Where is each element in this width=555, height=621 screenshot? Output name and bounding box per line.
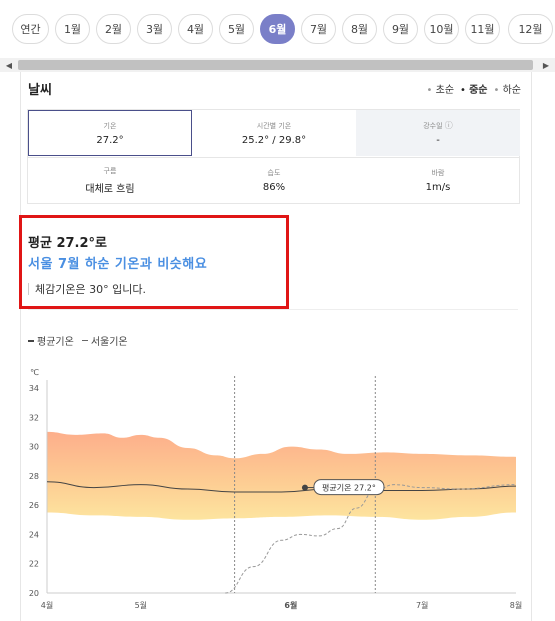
- y-tick-label: 32: [29, 413, 39, 422]
- stat-value: 27.2°: [96, 134, 124, 146]
- scroll-right-arrow-icon[interactable]: ▶: [542, 60, 550, 70]
- month-selector: 연간 1월 2월 3월 4월 5월 6월 7월 8월 9월 10월 11월 12월: [0, 0, 555, 58]
- period-option[interactable]: • 하순: [494, 81, 521, 96]
- month-chip[interactable]: 2월: [96, 14, 131, 44]
- stat-label: 구름: [103, 167, 117, 175]
- info-icon[interactable]: ⓘ: [444, 121, 453, 130]
- stat-label: 강수일 ⓘ: [423, 121, 453, 130]
- y-axis-unit: ℃: [30, 368, 39, 377]
- stat-cloud: 구름 대체로 흐림: [28, 157, 192, 203]
- legend-dashed-swatch: [81, 340, 88, 341]
- stat-rain-days: 강수일 ⓘ -: [356, 110, 520, 156]
- month-chip[interactable]: 10월: [424, 14, 459, 44]
- section-divider: [28, 309, 518, 310]
- weather-title: 날씨: [28, 83, 52, 98]
- stat-value: 25.2° / 29.8°: [241, 134, 307, 146]
- period-options: • 초순 • 중순 • 하순: [427, 81, 521, 96]
- temperature-range-band: [47, 431, 516, 520]
- period-option-label: 중순: [469, 85, 488, 96]
- scroll-thumb[interactable]: [18, 60, 533, 70]
- y-tick-label: 24: [29, 530, 39, 539]
- period-option-label: 초순: [435, 85, 455, 96]
- bullet-icon: •: [493, 85, 503, 96]
- x-tick-label: 7월: [416, 600, 428, 610]
- y-tick-label: 20: [29, 589, 39, 598]
- stat-label: 시간별 기온: [256, 121, 292, 130]
- month-chip[interactable]: 7월: [301, 14, 336, 44]
- stat-value: -: [436, 135, 440, 146]
- y-tick-label: 28: [29, 472, 39, 481]
- legend-seoul: 서울기온: [81, 333, 128, 348]
- stat-humidity: 습도 86%: [192, 157, 356, 203]
- bullet-icon: •: [426, 85, 436, 96]
- marker-label-box: [313, 479, 385, 496]
- month-chip[interactable]: 1월: [55, 14, 90, 44]
- average-temperature-text: 평균 27.2°로: [28, 236, 107, 251]
- x-tick-label: 6월: [284, 600, 297, 610]
- y-tick-label: 26: [29, 501, 39, 510]
- period-option[interactable]: • 초순: [427, 81, 454, 96]
- stat-wind: 바람 1m/s: [356, 157, 520, 203]
- stat-value: 1m/s: [425, 182, 451, 193]
- month-chip[interactable]: 6월: [260, 14, 295, 44]
- comparison-text: 서울 7월 하순 기온과 비슷해요: [28, 257, 208, 272]
- month-chip[interactable]: 5월: [219, 14, 254, 44]
- average-temperature-line: [46, 481, 517, 493]
- y-tick-label: 30: [29, 443, 39, 452]
- stat-label: 바람: [431, 169, 445, 177]
- month-chip[interactable]: 9월: [383, 14, 418, 44]
- month-chip[interactable]: 12월: [508, 14, 553, 44]
- month-chip[interactable]: 8월: [342, 14, 377, 44]
- x-tick-label: 8월: [510, 600, 522, 610]
- month-chip[interactable]: 3월: [137, 14, 172, 44]
- legend-solid-swatch: [28, 339, 34, 342]
- weather-stats-grid: 기온 27.2° 시간별 기온 25.2° / 29.8° 강수일 ⓘ - 구름…: [27, 109, 520, 204]
- month-chip[interactable]: 11월: [465, 14, 500, 44]
- month-chip[interactable]: 연간: [12, 14, 49, 44]
- scroll-left-arrow-icon[interactable]: ◀: [5, 60, 13, 70]
- y-tick-label: 34: [29, 384, 39, 393]
- bullet-icon: •: [460, 85, 470, 96]
- horizontal-scrollbar[interactable]: ◀ ▶: [0, 58, 555, 72]
- stat-hourly-temperature: 시간별 기온 25.2° / 29.8°: [192, 110, 356, 156]
- feels-like-text: 체감기온은 30° 입니다.: [35, 283, 146, 296]
- stat-label: 기온: [103, 121, 117, 130]
- x-tick-label: 5월: [135, 600, 147, 610]
- stat-value: 86%: [262, 182, 286, 193]
- seoul-temperature-line: [225, 484, 517, 594]
- period-option-label: 하순: [502, 85, 521, 96]
- y-tick-label: 22: [29, 560, 39, 569]
- feels-like-row: 체감기온은 30° 입니다.: [28, 281, 146, 297]
- legend-average: 평균기온: [28, 333, 74, 348]
- legend-average-label: 평균기온: [37, 337, 74, 348]
- highlight-box: [19, 215, 289, 309]
- month-chip[interactable]: 4월: [178, 14, 213, 44]
- stat-temperature[interactable]: 기온 27.2°: [28, 110, 192, 156]
- feels-like-marker: [28, 283, 29, 295]
- period-option[interactable]: • 중순: [460, 81, 487, 96]
- stat-value: 대체로 흐림: [85, 184, 135, 195]
- legend-seoul-label: 서울기온: [90, 337, 128, 348]
- weather-panel: [20, 72, 532, 621]
- marker-label: 평균기온 27.2°: [322, 483, 376, 493]
- chart-legend: 평균기온 서울기온: [28, 333, 128, 348]
- x-tick-label: 4월: [41, 600, 53, 610]
- stat-label: 습도: [267, 169, 281, 177]
